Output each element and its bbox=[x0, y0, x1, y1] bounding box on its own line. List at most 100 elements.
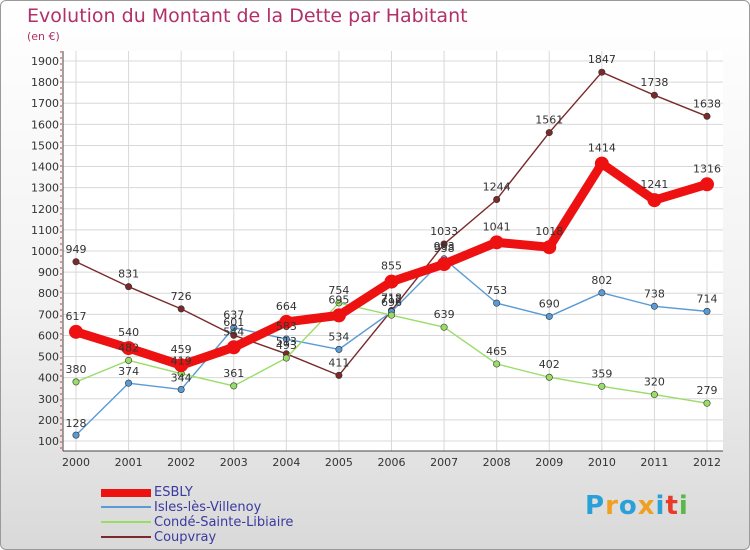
logo-letter: P bbox=[585, 491, 606, 521]
x-tick-label: 2002 bbox=[167, 456, 195, 469]
x-tick-label: 2000 bbox=[62, 456, 90, 469]
data-point-coupvray bbox=[230, 331, 238, 339]
data-point-esbly bbox=[437, 257, 452, 272]
data-point-esbly bbox=[384, 274, 399, 289]
logo-letter: t bbox=[665, 491, 679, 521]
data-point-conde-sainte-libiaire bbox=[230, 382, 238, 390]
data-point-conde-sainte-libiaire bbox=[440, 323, 448, 331]
data-point-conde-sainte-libiaire bbox=[545, 373, 553, 381]
data-point-isles-les-villenoy bbox=[650, 302, 658, 310]
data-label-coupvray: 1638 bbox=[693, 97, 721, 110]
data-label-isles-les-villenoy: 374 bbox=[118, 365, 139, 378]
data-label-conde-sainte-libiaire: 696 bbox=[381, 296, 402, 309]
y-tick-label: 200 bbox=[38, 414, 59, 427]
legend-label-coupvray: Coupvray bbox=[154, 530, 217, 545]
data-point-coupvray bbox=[545, 129, 553, 137]
data-label-conde-sainte-libiaire: 465 bbox=[486, 345, 507, 358]
data-point-esbly bbox=[69, 324, 83, 339]
data-label-conde-sainte-libiaire: 493 bbox=[276, 339, 297, 352]
y-tick-label: 400 bbox=[38, 372, 59, 385]
data-point-isles-les-villenoy bbox=[177, 385, 185, 393]
logo-letter: o bbox=[618, 491, 638, 521]
data-label-esbly: 1018 bbox=[535, 225, 563, 238]
data-label-esbly: 1241 bbox=[640, 178, 668, 191]
y-tick-label: 1700 bbox=[31, 97, 59, 110]
data-label-coupvray: 1847 bbox=[588, 53, 616, 66]
logo-letter: i bbox=[678, 491, 689, 521]
y-tick-label: 1200 bbox=[31, 203, 59, 216]
data-label-esbly: 938 bbox=[434, 242, 455, 255]
x-tick-label: 2003 bbox=[220, 456, 248, 469]
data-label-coupvray: 831 bbox=[118, 268, 139, 281]
data-point-coupvray bbox=[125, 283, 133, 291]
data-point-esbly bbox=[121, 341, 136, 356]
data-label-isles-les-villenoy: 128 bbox=[66, 417, 87, 430]
data-point-isles-les-villenoy bbox=[493, 299, 501, 307]
data-label-conde-sainte-libiaire: 320 bbox=[644, 376, 665, 389]
data-point-esbly bbox=[331, 308, 346, 323]
y-tick-label: 900 bbox=[38, 266, 59, 279]
legend-swatch-coupvray bbox=[101, 536, 151, 538]
data-point-coupvray bbox=[335, 371, 343, 379]
y-tick-label: 100 bbox=[38, 435, 59, 448]
y-tick-label: 1100 bbox=[31, 224, 59, 237]
series-layer bbox=[69, 68, 714, 439]
data-label-layer: 617 540 459 544 664 695 855 938 1041 1018 1414 1241… bbox=[66, 53, 722, 430]
data-point-coupvray bbox=[598, 68, 606, 76]
data-label-esbly: 459 bbox=[171, 343, 192, 356]
data-point-conde-sainte-libiaire bbox=[335, 299, 343, 307]
data-label-conde-sainte-libiaire: 380 bbox=[66, 363, 87, 376]
data-label-isles-les-villenoy: 583 bbox=[276, 320, 297, 333]
data-point-esbly bbox=[594, 156, 609, 171]
data-point-isles-les-villenoy bbox=[230, 324, 238, 332]
x-tick-label: 2008 bbox=[483, 456, 511, 469]
y-tick-label: 1900 bbox=[31, 55, 59, 68]
data-point-conde-sainte-libiaire bbox=[598, 382, 606, 390]
chart-title: Evolution du Montant de la Dette par Hab… bbox=[27, 5, 468, 27]
data-point-conde-sainte-libiaire bbox=[125, 356, 133, 364]
grid-layer bbox=[63, 51, 723, 451]
data-label-isles-les-villenoy: 344 bbox=[171, 371, 192, 384]
logo-letter: r bbox=[605, 491, 619, 521]
x-tick-label: 2010 bbox=[588, 456, 616, 469]
data-point-coupvray bbox=[72, 258, 80, 266]
data-label-coupvray: 1561 bbox=[535, 114, 563, 127]
y-tick-label: 1600 bbox=[31, 118, 59, 131]
data-point-esbly bbox=[489, 235, 504, 250]
data-label-isles-les-villenoy: 714 bbox=[697, 292, 718, 305]
data-label-coupvray: 1033 bbox=[430, 225, 458, 238]
data-label-coupvray: 726 bbox=[171, 290, 192, 303]
y-tick-label: 600 bbox=[38, 329, 59, 342]
chart-unit-label: (en €) bbox=[27, 30, 60, 43]
data-label-esbly: 1316 bbox=[693, 162, 721, 175]
data-label-coupvray: 1244 bbox=[483, 180, 511, 193]
y-tick-label: 1400 bbox=[31, 161, 59, 174]
legend-swatch-esbly bbox=[101, 489, 151, 497]
y-tick-label: 700 bbox=[38, 308, 59, 321]
data-point-conde-sainte-libiaire bbox=[387, 311, 395, 319]
legend-label-esbly: ESBLY bbox=[154, 485, 193, 500]
y-tick-label: 1500 bbox=[31, 139, 59, 152]
data-point-esbly bbox=[174, 358, 189, 373]
data-label-conde-sainte-libiaire: 419 bbox=[171, 355, 192, 368]
data-label-conde-sainte-libiaire: 402 bbox=[539, 358, 560, 371]
data-label-coupvray: 601 bbox=[223, 316, 244, 329]
legend-swatch-isles-les-villenoy bbox=[101, 506, 151, 508]
data-point-esbly bbox=[647, 193, 662, 208]
x-tick-label: 2004 bbox=[272, 456, 300, 469]
data-label-coupvray: 1738 bbox=[640, 76, 668, 89]
x-tick-label: 2006 bbox=[378, 456, 406, 469]
data-label-isles-les-villenoy: 712 bbox=[381, 293, 402, 306]
data-label-isles-les-villenoy: 802 bbox=[591, 274, 612, 287]
data-point-coupvray bbox=[650, 91, 658, 99]
data-label-coupvray: 949 bbox=[66, 243, 87, 256]
x-tick-label: 2001 bbox=[115, 456, 143, 469]
data-label-coupvray: 411 bbox=[328, 356, 349, 369]
data-point-esbly bbox=[542, 240, 557, 255]
proxiti-logo: Proxiti bbox=[585, 491, 689, 521]
data-point-isles-les-villenoy bbox=[282, 335, 290, 343]
data-point-isles-les-villenoy bbox=[125, 379, 133, 387]
y-tick-label: 1000 bbox=[31, 245, 59, 258]
y-tick-label: 500 bbox=[38, 351, 59, 364]
